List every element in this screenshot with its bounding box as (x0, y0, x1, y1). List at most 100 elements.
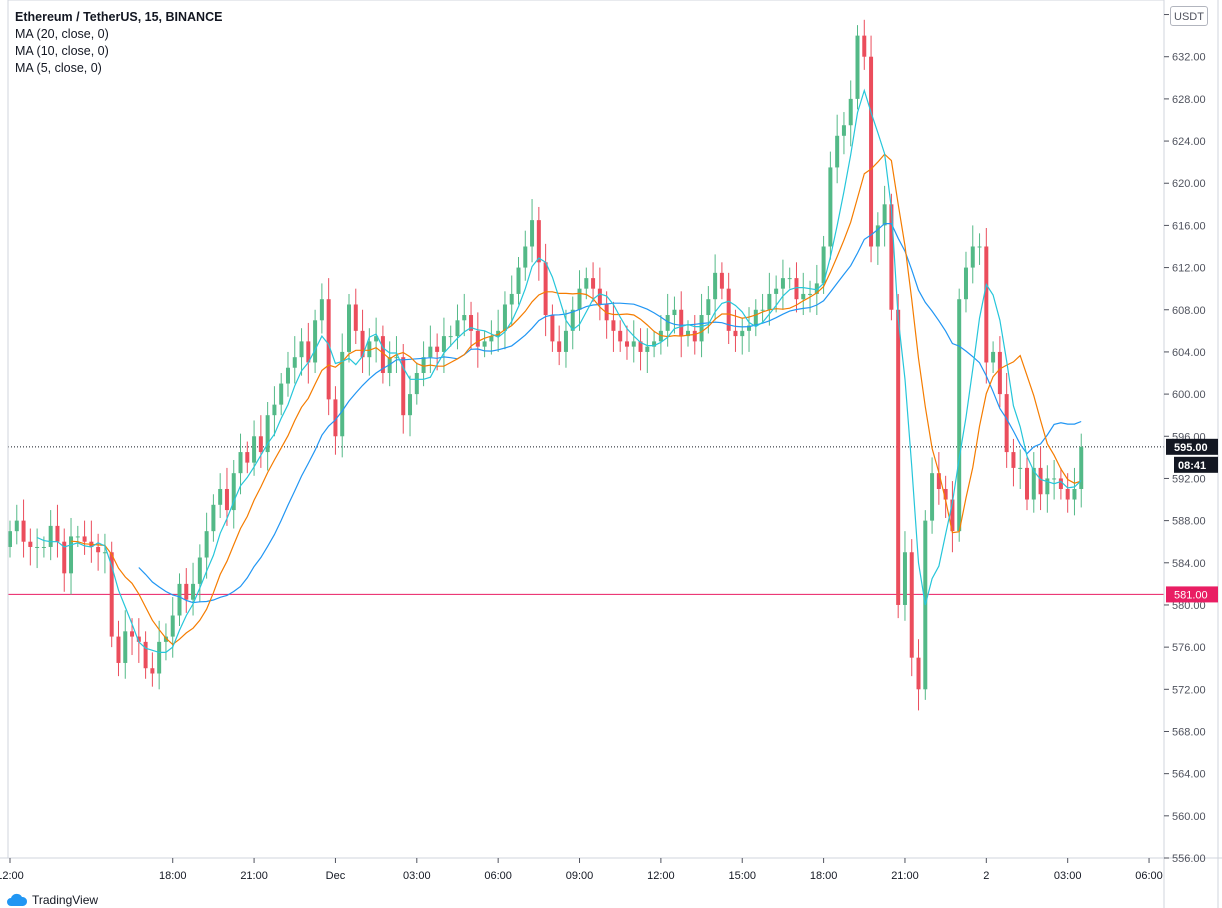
candle-body (1025, 467, 1029, 500)
candle-body (367, 341, 372, 358)
candle-body (862, 35, 867, 57)
candle-body (414, 373, 419, 395)
candle-body (902, 552, 907, 605)
candle-body (1079, 446, 1084, 489)
candle-body (333, 399, 338, 437)
candle-body (1031, 467, 1036, 500)
time-tick-label: 21:00 (240, 870, 268, 882)
candle-body (62, 541, 67, 574)
candle-body (767, 293, 772, 310)
candle-body (48, 525, 53, 547)
candle-body (157, 641, 162, 674)
candle-body (8, 531, 12, 547)
candle-body (516, 267, 521, 294)
moving-averages (36, 88, 1082, 653)
candle-body (292, 357, 297, 368)
legend-ma20[interactable]: MA (20, close, 0) (15, 27, 109, 41)
candle-body (448, 336, 453, 338)
candle-body (28, 541, 33, 547)
candle-body (563, 330, 568, 352)
candle-body (496, 330, 501, 337)
countdown-label: 08:41 (1178, 460, 1206, 472)
candle-body (970, 246, 975, 268)
time-tick-label: 06:00 (484, 870, 512, 882)
price-tick-label: 572.00 (1172, 684, 1206, 696)
candle-body (943, 488, 948, 500)
candle-body (435, 346, 440, 352)
candle-body (536, 220, 541, 263)
time-tick-label: 12:00 (647, 870, 675, 882)
candle-body (69, 536, 74, 574)
candle-body (313, 320, 318, 363)
candle-body (726, 288, 731, 331)
price-tick-label: 620.00 (1172, 178, 1206, 190)
candle-body (96, 546, 101, 553)
price-tick-label: 612.00 (1172, 263, 1206, 275)
candle-body (204, 531, 209, 558)
candle-body (163, 636, 168, 642)
price-tick-label: 624.00 (1172, 136, 1206, 148)
candle-body (909, 552, 914, 658)
time-tick-label: 18:00 (159, 870, 187, 882)
candle-body (977, 246, 982, 248)
candle-body (889, 204, 894, 310)
candle-body (177, 583, 182, 616)
candle-body (265, 415, 270, 453)
candle-body (285, 367, 290, 384)
time-tick-label: 18:00 (810, 870, 838, 882)
candle-body (394, 357, 399, 359)
candle-body (374, 336, 379, 342)
candle-body (489, 336, 494, 342)
candle-body (1052, 478, 1057, 480)
candle-body (638, 341, 643, 352)
time-tick-label: 09:00 (566, 870, 594, 882)
candle-body (733, 330, 738, 337)
candle-body (347, 304, 351, 352)
legend-title[interactable]: Ethereum / TetherUS, 15, BINANCE (15, 10, 223, 24)
candle-body (821, 246, 826, 284)
candle-body (875, 225, 880, 247)
price-tick-label: 628.00 (1172, 94, 1206, 106)
candle-body (597, 288, 602, 305)
candle-body (1072, 488, 1077, 500)
candle-body (523, 246, 528, 268)
candle-body (41, 546, 46, 548)
candle-body (218, 488, 223, 505)
candle-body (319, 299, 324, 321)
candle-body (747, 325, 752, 331)
candle-body (936, 473, 941, 489)
legend-ma5[interactable]: MA (5, close, 0) (15, 61, 102, 75)
candle-body (713, 272, 718, 300)
candle-body (1004, 394, 1009, 453)
currency-badge[interactable]: USDT (1170, 6, 1208, 26)
candle-body (1065, 488, 1070, 500)
candle-body (299, 341, 304, 358)
candle-body (848, 98, 853, 126)
candle-body (102, 552, 107, 554)
candle-body (828, 167, 833, 247)
candle-body (197, 557, 202, 584)
candles (8, 19, 1084, 711)
candle-body (482, 341, 487, 347)
candle-body (794, 278, 799, 300)
candle-body (428, 346, 433, 358)
candle-body (401, 357, 406, 416)
price-tick-label: 568.00 (1172, 726, 1206, 738)
candle-body (469, 315, 474, 331)
candle-body (360, 330, 365, 358)
legend-ma10[interactable]: MA (10, close, 0) (15, 44, 109, 58)
candle-body (719, 272, 724, 289)
candle-body (665, 315, 670, 331)
price-tick-label: 584.00 (1172, 558, 1206, 570)
tradingview-logo[interactable]: TradingView (6, 893, 98, 907)
candle-body (475, 330, 480, 347)
candle-body (991, 351, 996, 363)
candle-body (882, 204, 887, 226)
candle-body (584, 278, 589, 289)
cloud-icon (7, 893, 28, 906)
candle-body (530, 220, 535, 247)
candle-body (652, 341, 657, 347)
candle-body (109, 552, 114, 637)
candle-body (279, 383, 284, 405)
